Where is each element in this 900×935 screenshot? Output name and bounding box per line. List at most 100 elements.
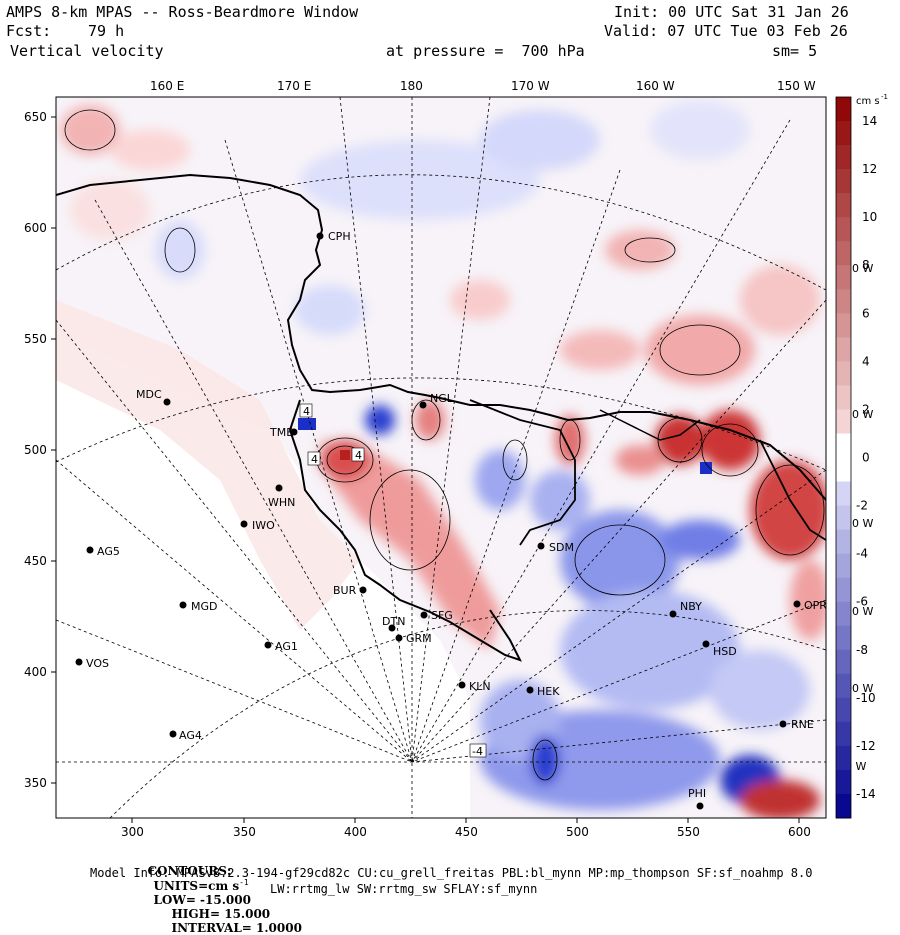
station-ngl: NGL <box>419 392 454 409</box>
contour-label: 4 <box>351 447 365 462</box>
colorbar-cell <box>836 97 851 122</box>
svg-text:4: 4 <box>311 453 318 466</box>
colorbar-cell <box>836 649 851 675</box>
colorbar-units-exp: -1 <box>881 93 888 101</box>
contour-label: 4 <box>307 451 321 466</box>
svg-text:DTN: DTN <box>382 615 405 628</box>
colorbar-cell <box>836 553 851 579</box>
svg-text:OPR: OPR <box>804 599 827 612</box>
svg-text:VOS: VOS <box>86 657 109 670</box>
colorbar-cell <box>836 529 851 555</box>
colorbar-cell <box>836 697 851 723</box>
colorbar-cell <box>836 721 851 747</box>
radiation-info: LW:rrtmg_lw SW:rrtmg_sw SFLAY:sf_mynn <box>270 882 538 896</box>
contour-label: -4 <box>469 743 487 758</box>
colorbar-tick-label: 8 <box>862 258 870 272</box>
station-hek: HEK <box>526 685 560 698</box>
station-cph: CPH <box>316 230 351 243</box>
svg-text:KLN: KLN <box>469 680 491 693</box>
lon-label: 160 E <box>150 79 184 93</box>
svg-text:WHN: WHN <box>268 496 295 509</box>
valid-time: Valid: 07 UTC Tue 03 Feb 26 <box>604 22 848 40</box>
colorbar-cell <box>836 505 851 531</box>
y-tick-label: 400 <box>24 665 47 679</box>
svg-text:NGL: NGL <box>430 392 454 405</box>
units-exp: -1 <box>239 878 249 887</box>
svg-text:GRM: GRM <box>406 632 432 645</box>
station-vos: VOS <box>75 657 109 670</box>
svg-text:SDM: SDM <box>549 541 574 554</box>
colorbar-cell <box>836 121 851 146</box>
svg-text:NBY: NBY <box>680 600 702 613</box>
svg-text:AG4: AG4 <box>179 729 202 742</box>
x-tick-label: 600 <box>788 825 811 839</box>
colorbar-tick-label: 0 <box>862 451 870 465</box>
station-opr: OPR <box>793 599 827 612</box>
x-tick-label: 500 <box>566 825 589 839</box>
map-title: AMPS 8-km MPAS -- Ross-Beardmore Window <box>6 3 359 21</box>
x-tick-label: 400 <box>344 825 367 839</box>
colorbar-cell <box>836 385 851 410</box>
station-kln: KLN <box>458 680 491 693</box>
svg-text:4: 4 <box>303 405 310 418</box>
svg-text:IWO: IWO <box>252 519 275 532</box>
top-lon-labels: 160 E 170 E 180 170 W 160 W 150 W <box>150 79 816 93</box>
y-tick-label: 350 <box>24 776 47 790</box>
model-info: Model Info: MPASv8.2.3-194-gf29cd82c CU:… <box>90 866 813 880</box>
colorbar-cell <box>836 457 851 483</box>
colorbar-tick-label: -12 <box>856 739 876 753</box>
colorbar-tick-label: 12 <box>862 162 877 176</box>
map-figure: CPH MDC NGL WHN IWO AG5 SDM BUR MGD SFG … <box>24 79 888 839</box>
svg-text:4: 4 <box>355 449 362 462</box>
x-tick-label: 350 <box>233 825 256 839</box>
colorbar-cell <box>836 289 851 314</box>
svg-text:AG1: AG1 <box>275 640 298 653</box>
colorbar-tick-label: -4 <box>856 547 868 561</box>
y-tick-label: 600 <box>24 221 47 235</box>
colorbar-cell <box>836 409 851 434</box>
svg-text:CPH: CPH <box>328 230 351 243</box>
contours-label: CONTOURS: <box>147 864 232 878</box>
colorbar-cell <box>836 169 851 194</box>
station-iwo: IWO <box>240 519 275 532</box>
svg-text:-4: -4 <box>472 745 483 758</box>
colorbar-cell <box>836 793 851 819</box>
station-rne: RNE <box>779 718 814 731</box>
high-value: HIGH= 15.000 <box>171 907 271 921</box>
svg-text:BUR: BUR <box>333 584 357 597</box>
station-ag4: AG4 <box>169 729 202 742</box>
colorbar-tick-label: 2 <box>862 402 870 416</box>
colorbar-cell <box>836 313 851 338</box>
contour-label-layer: 4 4 4 -4 <box>299 403 487 758</box>
colorbar-tick-label: -2 <box>856 499 868 513</box>
colorbar: cm s -1 14 12 10 8 6 4 2 0 -2 -4 -6 -8 -10 -12 -14 <box>835 93 888 819</box>
svg-text:HSD: HSD <box>713 645 737 658</box>
svg-text:MGD: MGD <box>191 600 218 613</box>
station-nby: NBY <box>669 600 702 618</box>
colorbar-cell <box>836 673 851 699</box>
smoothing-value: sm= 5 <box>772 42 818 60</box>
forecast-hours: 79 h <box>88 22 125 40</box>
lon-label: 170 W <box>511 79 550 93</box>
colorbar-cell <box>836 337 851 362</box>
svg-text:RNE: RNE <box>791 718 814 731</box>
svg-text:PHI: PHI <box>688 787 706 800</box>
station-grm: GRM <box>395 632 432 645</box>
pressure-level: at pressure = 700 hPa <box>386 42 585 60</box>
variable-name: Vertical velocity <box>10 42 164 60</box>
station-sfg: SFG <box>420 609 453 622</box>
y-tick-label: 450 <box>24 554 47 568</box>
colorbar-cell <box>836 625 851 651</box>
station-hsd: HSD <box>702 640 737 658</box>
colorbar-tick-label: -14 <box>856 787 876 801</box>
svg-text:AG5: AG5 <box>97 545 120 558</box>
colorbar-cell <box>836 601 851 627</box>
y-tick-label: 550 <box>24 332 47 346</box>
colorbar-cell <box>836 577 851 603</box>
init-time: Init: 00 UTC Sat 31 Jan 26 <box>614 3 849 21</box>
colorbar-tick-label: 6 <box>862 306 870 320</box>
colorbar-units: cm s <box>856 96 880 107</box>
units-text: UNITS=cm s <box>153 879 240 893</box>
svg-text:HEK: HEK <box>537 685 560 698</box>
interval-value: INTERVAL= 1.0000 <box>171 921 302 935</box>
